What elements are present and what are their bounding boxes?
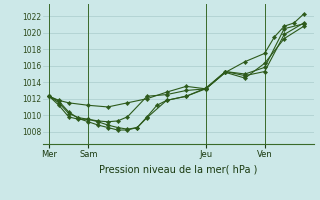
- X-axis label: Pression niveau de la mer( hPa ): Pression niveau de la mer( hPa ): [99, 164, 258, 174]
